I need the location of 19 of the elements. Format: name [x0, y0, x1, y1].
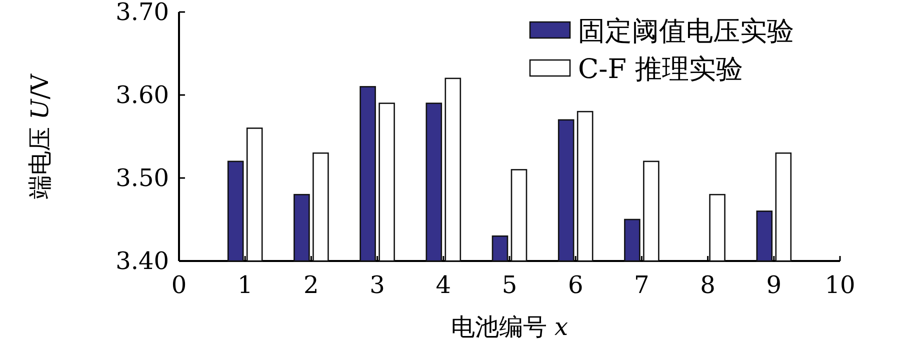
x-axis-title: 电池编号 x — [450, 313, 569, 341]
x-tick-label: 6 — [568, 271, 584, 299]
x-tick-label: 10 — [824, 271, 856, 299]
x-tick-label: 1 — [237, 271, 253, 299]
y-tick-label: 3.40 — [116, 247, 169, 275]
x-tick-label: 3 — [370, 271, 385, 299]
x-tick-label: 4 — [436, 271, 452, 299]
y-tick-label: 3.60 — [116, 81, 169, 109]
x-tick-label: 0 — [171, 271, 187, 299]
y-tick-label: 3.70 — [116, 0, 169, 26]
y-tick-label: 3.50 — [116, 164, 169, 192]
y-axis-title: 端电压 U/V — [26, 73, 54, 200]
x-tick-label: 7 — [634, 271, 650, 299]
legend-label: 固定阈值电压实验 — [578, 16, 794, 47]
x-tick-label: 5 — [502, 271, 518, 299]
x-tick-label: 8 — [700, 271, 716, 299]
legend-label: C-F 推理实验 — [578, 54, 744, 85]
x-tick-label: 2 — [304, 271, 319, 299]
x-tick-label: 9 — [766, 271, 782, 299]
